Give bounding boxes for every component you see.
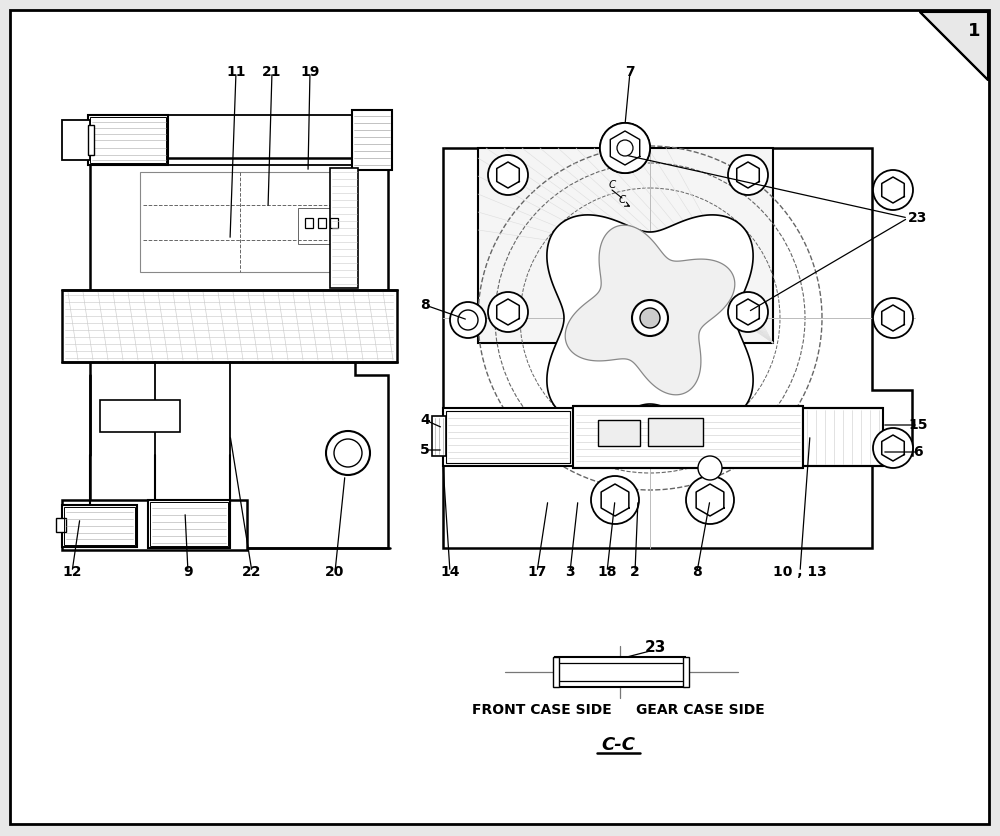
Text: 3: 3: [565, 565, 575, 579]
Polygon shape: [565, 225, 735, 395]
Circle shape: [600, 123, 650, 173]
Text: 10 , 13: 10 , 13: [773, 565, 827, 579]
Bar: [330, 168, 358, 288]
Text: C-C: C-C: [601, 736, 635, 754]
Bar: [62, 505, 137, 547]
Bar: [62, 500, 247, 550]
Text: 8: 8: [420, 298, 430, 312]
Text: FRONT CASE SIDE: FRONT CASE SIDE: [472, 703, 612, 717]
Circle shape: [326, 431, 370, 475]
Circle shape: [591, 476, 639, 524]
Text: 2: 2: [630, 565, 640, 579]
Text: 11: 11: [226, 65, 246, 79]
Bar: [150, 502, 228, 546]
Bar: [100, 400, 180, 432]
Bar: [88, 115, 168, 165]
Bar: [648, 418, 703, 446]
Circle shape: [600, 123, 650, 173]
Text: 1: 1: [968, 22, 980, 40]
Circle shape: [873, 170, 913, 210]
Bar: [140, 172, 340, 272]
Bar: [598, 420, 640, 446]
Text: 23: 23: [908, 211, 927, 225]
Text: 17: 17: [527, 565, 547, 579]
Bar: [298, 208, 346, 244]
Text: C: C: [608, 180, 616, 190]
Circle shape: [686, 476, 734, 524]
Text: C: C: [618, 195, 626, 205]
Bar: [318, 218, 326, 228]
Bar: [478, 148, 773, 343]
Text: 5: 5: [420, 443, 430, 457]
Bar: [432, 416, 446, 456]
Bar: [62, 290, 397, 362]
Text: 8: 8: [692, 565, 702, 579]
Text: 14: 14: [440, 565, 460, 579]
Text: GEAR CASE SIDE: GEAR CASE SIDE: [636, 703, 764, 717]
Circle shape: [488, 155, 528, 195]
Circle shape: [873, 298, 913, 338]
Text: 22: 22: [242, 565, 262, 579]
Bar: [555, 657, 685, 687]
Circle shape: [450, 302, 486, 338]
Bar: [148, 500, 230, 548]
Circle shape: [728, 155, 768, 195]
Text: 4: 4: [420, 413, 430, 427]
Circle shape: [698, 456, 722, 480]
Bar: [553, 657, 559, 687]
Text: 15: 15: [908, 418, 928, 432]
Text: 7: 7: [625, 65, 635, 79]
Bar: [446, 411, 570, 463]
Bar: [443, 408, 573, 466]
Bar: [352, 110, 392, 170]
Polygon shape: [920, 12, 988, 80]
Circle shape: [728, 292, 768, 332]
Text: 18: 18: [597, 565, 617, 579]
Text: 6: 6: [913, 445, 923, 459]
Bar: [803, 408, 883, 466]
Text: 20: 20: [325, 565, 345, 579]
Circle shape: [632, 300, 668, 336]
Bar: [305, 218, 313, 228]
Text: 21: 21: [262, 65, 282, 79]
Text: 23: 23: [644, 640, 666, 655]
Polygon shape: [90, 158, 388, 548]
Polygon shape: [547, 215, 753, 421]
Text: 12: 12: [62, 565, 82, 579]
Circle shape: [488, 292, 528, 332]
Circle shape: [873, 428, 913, 468]
Polygon shape: [443, 148, 912, 548]
Bar: [88, 125, 94, 155]
Text: 9: 9: [183, 565, 193, 579]
Text: 19: 19: [300, 65, 320, 79]
Bar: [573, 406, 803, 468]
Bar: [62, 120, 90, 160]
Bar: [56, 518, 66, 532]
Bar: [683, 657, 689, 687]
Bar: [330, 218, 338, 228]
Bar: [90, 117, 166, 163]
Circle shape: [640, 308, 660, 328]
Bar: [64, 507, 135, 545]
